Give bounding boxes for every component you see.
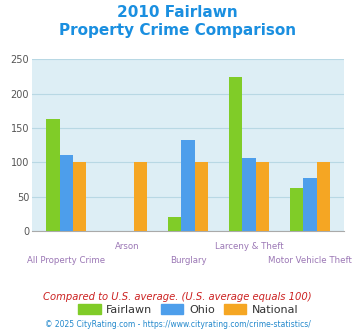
Text: Burglary: Burglary	[170, 256, 207, 265]
Text: 2010 Fairlawn: 2010 Fairlawn	[117, 5, 238, 20]
Bar	[242, 158, 256, 231]
Text: Property Crime Comparison: Property Crime Comparison	[59, 23, 296, 38]
Text: Arson: Arson	[115, 242, 140, 251]
Bar	[256, 162, 269, 231]
Text: © 2025 CityRating.com - https://www.cityrating.com/crime-statistics/: © 2025 CityRating.com - https://www.city…	[45, 320, 310, 329]
Text: All Property Crime: All Property Crime	[27, 256, 105, 265]
Bar	[46, 119, 60, 231]
Text: Motor Vehicle Theft: Motor Vehicle Theft	[268, 256, 352, 265]
Bar	[168, 217, 181, 231]
Bar	[181, 140, 195, 231]
Bar	[290, 188, 303, 231]
Bar	[229, 77, 242, 231]
Bar	[134, 162, 147, 231]
Bar	[195, 162, 208, 231]
Bar	[303, 178, 317, 231]
Bar	[317, 162, 330, 231]
Bar	[73, 162, 86, 231]
Bar	[60, 155, 73, 231]
Text: Larceny & Theft: Larceny & Theft	[215, 242, 283, 251]
Text: Compared to U.S. average. (U.S. average equals 100): Compared to U.S. average. (U.S. average …	[43, 292, 312, 302]
Legend: Fairlawn, Ohio, National: Fairlawn, Ohio, National	[78, 304, 298, 315]
